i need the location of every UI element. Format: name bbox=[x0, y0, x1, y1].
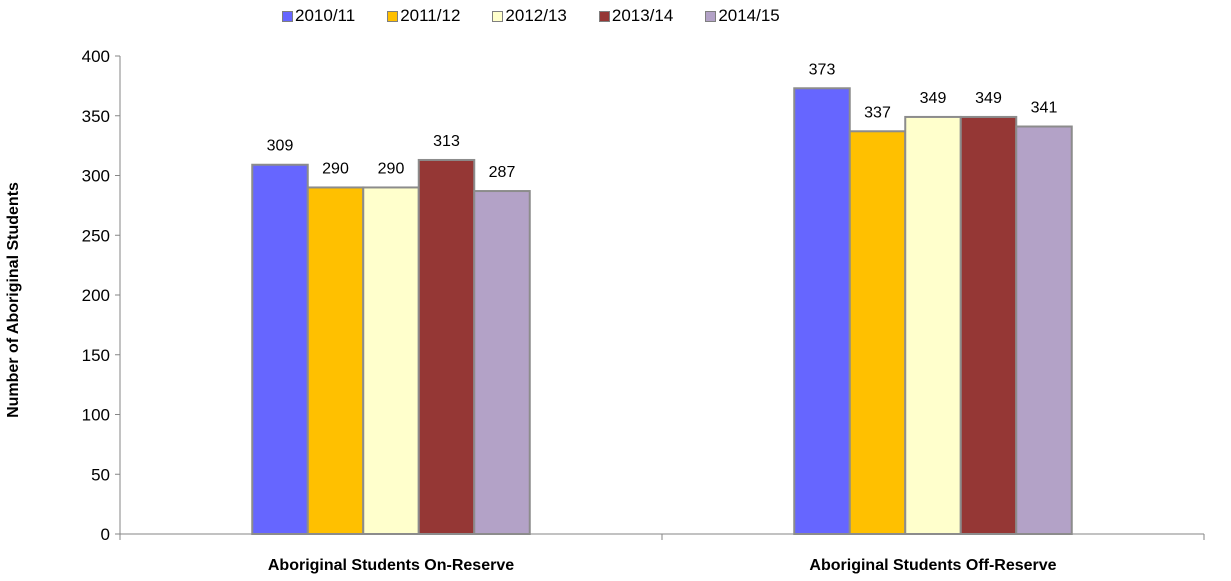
legend-item: 2013/14 bbox=[598, 6, 674, 26]
y-tick-label: 200 bbox=[82, 286, 110, 305]
legend-item: 2014/15 bbox=[705, 6, 780, 26]
y-tick-label: 100 bbox=[82, 406, 110, 425]
data-label: 337 bbox=[864, 104, 891, 121]
bar bbox=[848, 130, 907, 535]
data-label: 290 bbox=[378, 160, 405, 177]
bar bbox=[306, 186, 365, 535]
data-label: 290 bbox=[322, 160, 349, 177]
legend-label: 2010/11 bbox=[295, 6, 356, 25]
data-label: 349 bbox=[975, 90, 1002, 107]
data-label: 373 bbox=[809, 61, 836, 78]
legend-label: 2012/13 bbox=[505, 6, 567, 25]
chart-legend: 2010/11 2011/12 2012/13 2013/14 2014/15 bbox=[282, 6, 780, 26]
data-label: 309 bbox=[267, 138, 294, 155]
legend-swatch bbox=[387, 10, 399, 22]
bar bbox=[473, 190, 531, 535]
x-category-label: Aboriginal Students On-Reserve bbox=[268, 557, 514, 574]
legend-label: 2013/14 bbox=[611, 6, 674, 25]
x-category-label: Aboriginal Students Off-Reserve bbox=[809, 557, 1056, 574]
legend-swatch bbox=[705, 10, 717, 22]
legend-item: 2010/11 bbox=[282, 6, 355, 26]
y-tick-label: 300 bbox=[82, 167, 110, 186]
y-tick-label: 350 bbox=[82, 107, 110, 126]
legend-item: 2011/12 bbox=[387, 6, 460, 26]
y-tick-label: 0 bbox=[101, 525, 110, 544]
data-label: 341 bbox=[1031, 100, 1058, 117]
legend-swatch bbox=[598, 10, 610, 22]
bar bbox=[1015, 125, 1073, 535]
data-label: 287 bbox=[489, 164, 516, 181]
bar bbox=[251, 163, 309, 535]
y-tick-label: 150 bbox=[82, 346, 110, 365]
y-tick-label: 50 bbox=[91, 465, 110, 484]
y-tick-label: 250 bbox=[82, 226, 110, 245]
y-tick-label: 400 bbox=[82, 47, 110, 66]
bar bbox=[417, 158, 476, 535]
bar bbox=[362, 186, 420, 535]
data-label: 349 bbox=[920, 90, 947, 107]
legend-label: 2011/12 bbox=[400, 6, 461, 25]
legend-item: 2012/13 bbox=[492, 6, 567, 26]
bar bbox=[793, 87, 851, 535]
bar bbox=[904, 115, 962, 535]
bar bbox=[959, 115, 1018, 535]
legend-swatch bbox=[492, 10, 504, 22]
data-label: 313 bbox=[433, 133, 460, 150]
legend-label: 2014/15 bbox=[718, 6, 780, 25]
legend-swatch bbox=[282, 10, 293, 22]
